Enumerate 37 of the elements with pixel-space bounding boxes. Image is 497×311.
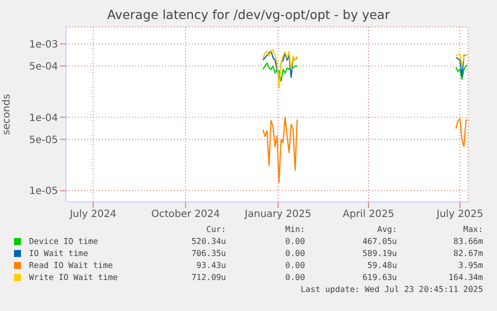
text: 0.00 <box>284 259 305 271</box>
text: 0.00 <box>284 247 305 259</box>
x-tick-label: October 2024 <box>151 209 220 220</box>
text: 59.48u <box>366 259 397 271</box>
y-tick-label: 5e-04 <box>29 62 58 73</box>
text: 83.66m <box>452 235 483 247</box>
y-tick-label: 1e-04 <box>29 112 58 124</box>
legend-label: IO Wait time <box>29 247 88 259</box>
text: 706.35u <box>190 247 226 259</box>
y-tick-label: 5e-05 <box>29 134 58 146</box>
text: 164.34m <box>447 271 483 283</box>
x-tick-label: January 2025 <box>244 209 312 220</box>
legend-label: Write IO Wait time <box>29 271 118 283</box>
text: 3.95m <box>457 259 483 271</box>
y-axis-title: seconds <box>2 94 13 135</box>
text: 712.09u <box>190 271 226 283</box>
text: 93.43u <box>195 259 226 271</box>
chart-title: Average latency for /dev/vg-opt/opt - by year <box>106 7 391 22</box>
x-tick-label: April 2025 <box>342 209 394 220</box>
x-tick-label: July 2024 <box>68 209 116 220</box>
text: 0.00 <box>284 235 305 247</box>
y-tick-label: 1e-03 <box>29 39 58 50</box>
text: 619.63u <box>361 271 397 283</box>
text: Cur: <box>205 223 226 235</box>
text: Last update: Wed Jul 23 20:45:11 2025 <box>300 283 483 295</box>
legend-label: Device IO time <box>29 235 98 247</box>
text: 520.34u <box>190 235 226 247</box>
text: Avg: <box>376 223 397 235</box>
text: Max: <box>462 223 483 235</box>
y-tick-label: 1e-05 <box>29 186 58 198</box>
text: 467.05u <box>361 235 397 247</box>
x-tick-label: July 2025 <box>436 209 484 220</box>
text: 0.00 <box>284 271 305 283</box>
text: Min: <box>284 223 305 235</box>
legend-label: Read IO Wait time <box>29 259 113 271</box>
text: 82.67m <box>452 247 483 259</box>
text: 589.19u <box>361 247 397 259</box>
